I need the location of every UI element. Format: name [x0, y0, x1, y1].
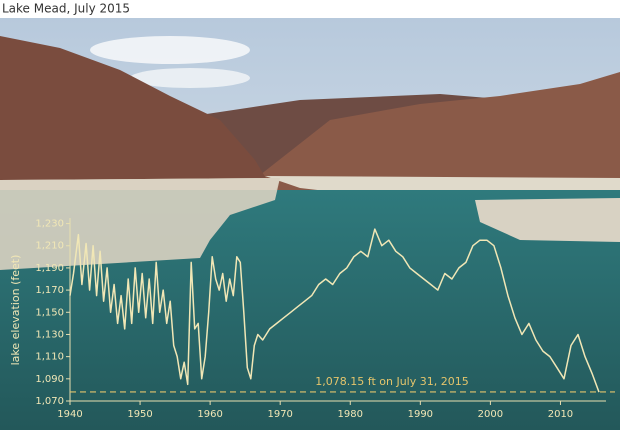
y-tick-label: 1,150	[35, 307, 64, 318]
y-tick-label: 1,130	[35, 329, 64, 340]
y-tick-label: 1,070	[35, 396, 64, 407]
chart-title: Lake Mead, July 2015	[2, 2, 130, 16]
y-tick-label: 1,230	[35, 219, 64, 230]
x-tick-label: 1990	[408, 409, 433, 420]
x-tick-label: 1940	[57, 409, 82, 420]
x-tick-label: 1980	[338, 409, 363, 420]
y-tick-label: 1,090	[35, 374, 64, 385]
elevation-line	[69, 228, 600, 393]
reference-label: 1,078.15 ft on July 31, 2015	[315, 375, 468, 388]
x-tick-label: 1960	[197, 409, 222, 420]
y-tick-label: 1,210	[35, 241, 64, 252]
x-tick-label: 2000	[478, 409, 503, 420]
x-tick-label: 1970	[267, 409, 292, 420]
y-tick-label: 1,190	[35, 263, 64, 274]
y-tick-label: 1,110	[35, 352, 64, 363]
y-axis-label: lake elevation (feet)	[9, 255, 22, 366]
x-tick-label: 2010	[548, 409, 573, 420]
x-tick-label: 1950	[127, 409, 152, 420]
y-tick-label: 1,170	[35, 285, 64, 296]
